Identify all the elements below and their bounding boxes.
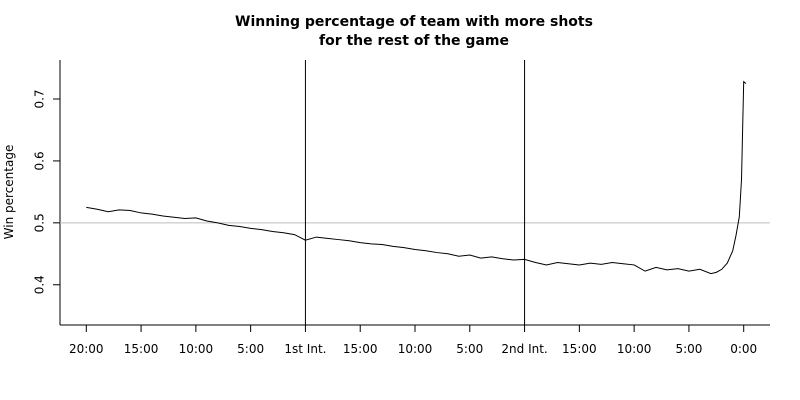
data-line [86,80,747,275]
x-tick-label: 5:00 [456,342,483,356]
x-tick-label: 20:00 [69,342,104,356]
y-tick-label: 0.5 [33,213,47,232]
x-tick-label: 10:00 [617,342,652,356]
x-tick-label: 5:00 [237,342,264,356]
chart-title: for the rest of the game [319,33,509,49]
x-tick-label: 15:00 [562,342,597,356]
x-tick-label: 0:00 [730,342,757,356]
x-tick-label: 15:00 [124,342,159,356]
x-tick-label: 1st Int. [284,342,326,356]
x-tick-label: 10:00 [179,342,214,356]
y-axis-label: Win percentage [2,145,16,240]
x-tick-label: 10:00 [398,342,433,356]
y-tick-label: 0.7 [33,89,47,108]
y-tick-label: 0.6 [33,151,47,170]
x-tick-label: 15:00 [343,342,378,356]
x-tick-label: 5:00 [675,342,702,356]
chart-title: Winning percentage of team with more sho… [235,14,593,30]
x-tick-label: 2nd Int. [501,342,547,356]
y-tick-label: 0.4 [33,275,47,294]
